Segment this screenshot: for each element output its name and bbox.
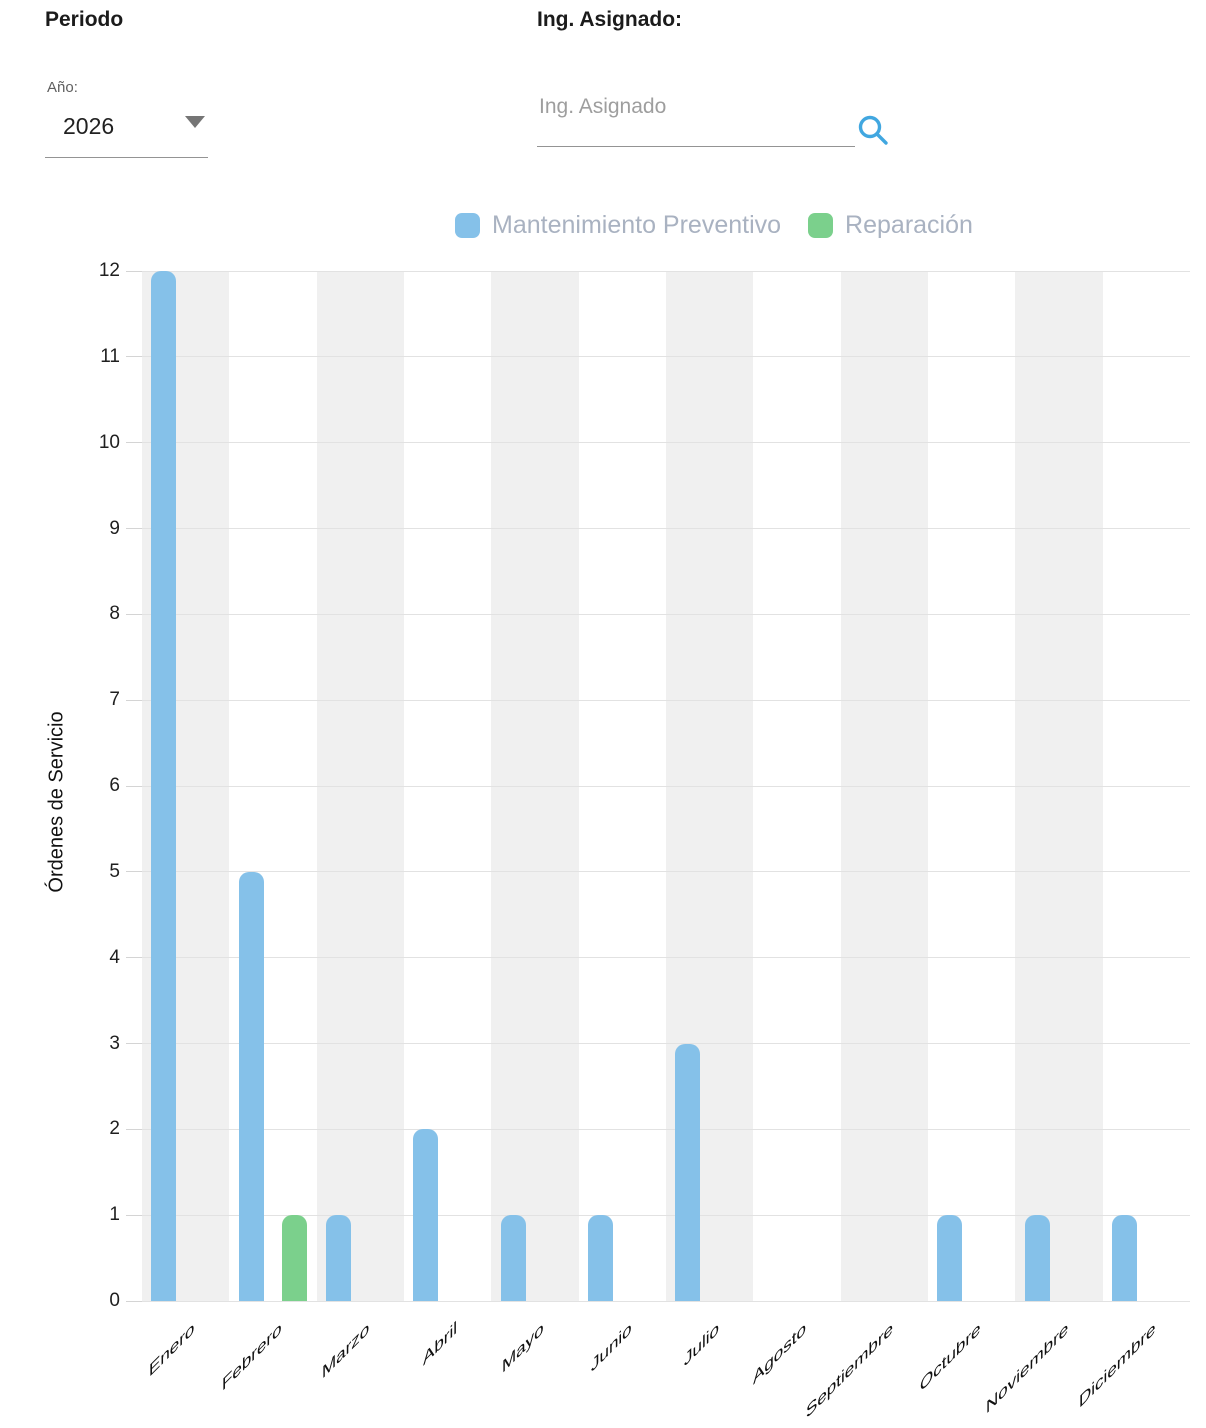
y-axis-tick-3 [126,1043,142,1044]
y-axis-tick-12 [126,270,142,272]
y-axis-tick-7 [126,699,142,701]
y-axis-tick-10 [126,442,142,444]
gridline-y-9 [142,528,1190,529]
legend-label: Reparación [845,211,973,239]
chart-legend: Mantenimiento Preventivo Reparación [455,211,973,240]
bar-febrero-mantenimiento-preventivo[interactable] [238,871,264,1301]
search-icon [858,115,888,145]
gridline-y-12 [142,270,1190,272]
y-tick-label-6: 6 [109,775,120,796]
gridline-y-7 [142,699,1190,701]
y-tick-label-4: 4 [109,946,120,968]
gridline-y-2 [142,1128,1190,1130]
bar-enero-mantenimiento-preventivo[interactable] [151,271,177,1301]
x-tick-label-diciembre: Diciembre [1078,1317,1156,1413]
x-tick-label-julio: Julio [683,1317,719,1371]
y-tick-label-10: 10 [98,431,120,453]
ing-asignado-section-title: Ing. Asignado: [537,8,683,31]
gridline-y-11 [142,356,1190,358]
legend-label: Mantenimiento Preventivo [492,211,782,239]
x-tick-label-septiembre: Septiembre [806,1317,894,1423]
x-tick-label-octubre: Octubre [920,1317,981,1397]
y-axis-tick-9 [126,528,142,529]
legend-swatch [455,213,480,238]
y-axis-tick-2 [126,1128,142,1130]
bar-octubre-mantenimiento-preventivo[interactable] [937,1215,963,1301]
y-tick-label-2: 2 [109,1118,120,1140]
y-tick-label-9: 9 [109,517,120,539]
y-tick-label-0: 0 [109,1290,120,1311]
gridline-y-4 [142,957,1190,959]
bar-julio-mantenimiento-preventivo[interactable] [675,1043,701,1301]
y-axis-tick-8 [126,613,142,615]
x-tick-label-mayo: Mayo [502,1317,544,1378]
y-axis-tick-1 [126,1214,142,1216]
bar-abril-mantenimiento-preventivo[interactable] [413,1129,439,1301]
bar-noviembre-mantenimiento-preventivo[interactable] [1024,1215,1050,1301]
y-tick-label-11: 11 [100,345,120,367]
x-tick-label-marzo: Marzo [322,1317,370,1384]
gridline-y-8 [142,613,1190,615]
x-tick-label-abril: Abril [422,1317,457,1371]
x-tick-label-noviembre: Noviembre [985,1317,1068,1419]
legend-item-reparacion[interactable]: Reparación [808,211,973,240]
y-tick-label-1: 1 [109,1204,120,1226]
y-axis-tick-0 [126,1300,142,1302]
y-axis-tick-4 [126,957,142,959]
bar-mayo-mantenimiento-preventivo[interactable] [500,1215,526,1301]
bar-febrero-reparacion[interactable] [282,1215,308,1301]
x-tick-label-agosto: Agosto [753,1317,806,1389]
y-tick-label-3: 3 [109,1032,120,1054]
chevron-down-icon [185,116,205,128]
y-axis-tick-11 [126,356,142,358]
y-axis-title: Órdenes de Servicio [45,711,68,893]
bar-junio-mantenimiento-preventivo[interactable] [588,1215,613,1301]
y-tick-label-7: 7 [109,689,120,711]
gridline-y-3 [142,1043,1190,1044]
x-tick-label-junio: Junio [590,1317,632,1377]
bar-diciembre-mantenimiento-preventivo[interactable] [1112,1215,1137,1301]
x-tick-label-febrero: Febrero [222,1317,282,1396]
periodo-section-title: Periodo [45,8,124,31]
legend-swatch [808,213,834,238]
year-label: Año: [47,79,78,96]
y-tick-label-12: 12 [98,260,120,281]
gridline-y-10 [142,442,1190,444]
y-tick-label-5: 5 [109,860,120,882]
gridline-y-0 [142,1300,1190,1302]
bar-marzo-mantenimiento-preventivo[interactable] [326,1215,351,1301]
y-axis-tick-5 [126,871,142,873]
legend-item-mantenimiento-preventivo[interactable]: Mantenimiento Preventivo [455,211,781,240]
y-tick-label-8: 8 [109,603,120,625]
year-select[interactable]: 2026 [45,103,208,158]
y-axis-tick-6 [126,785,142,787]
ing-asignado-input[interactable] [537,90,855,147]
gridline-y-5 [142,871,1190,873]
search-button[interactable] [856,113,890,147]
x-tick-label-enero: Enero [149,1317,195,1382]
gridline-y-6 [142,785,1190,787]
gridline-y-1 [142,1214,1190,1216]
year-select-value: 2026 [63,113,115,139]
